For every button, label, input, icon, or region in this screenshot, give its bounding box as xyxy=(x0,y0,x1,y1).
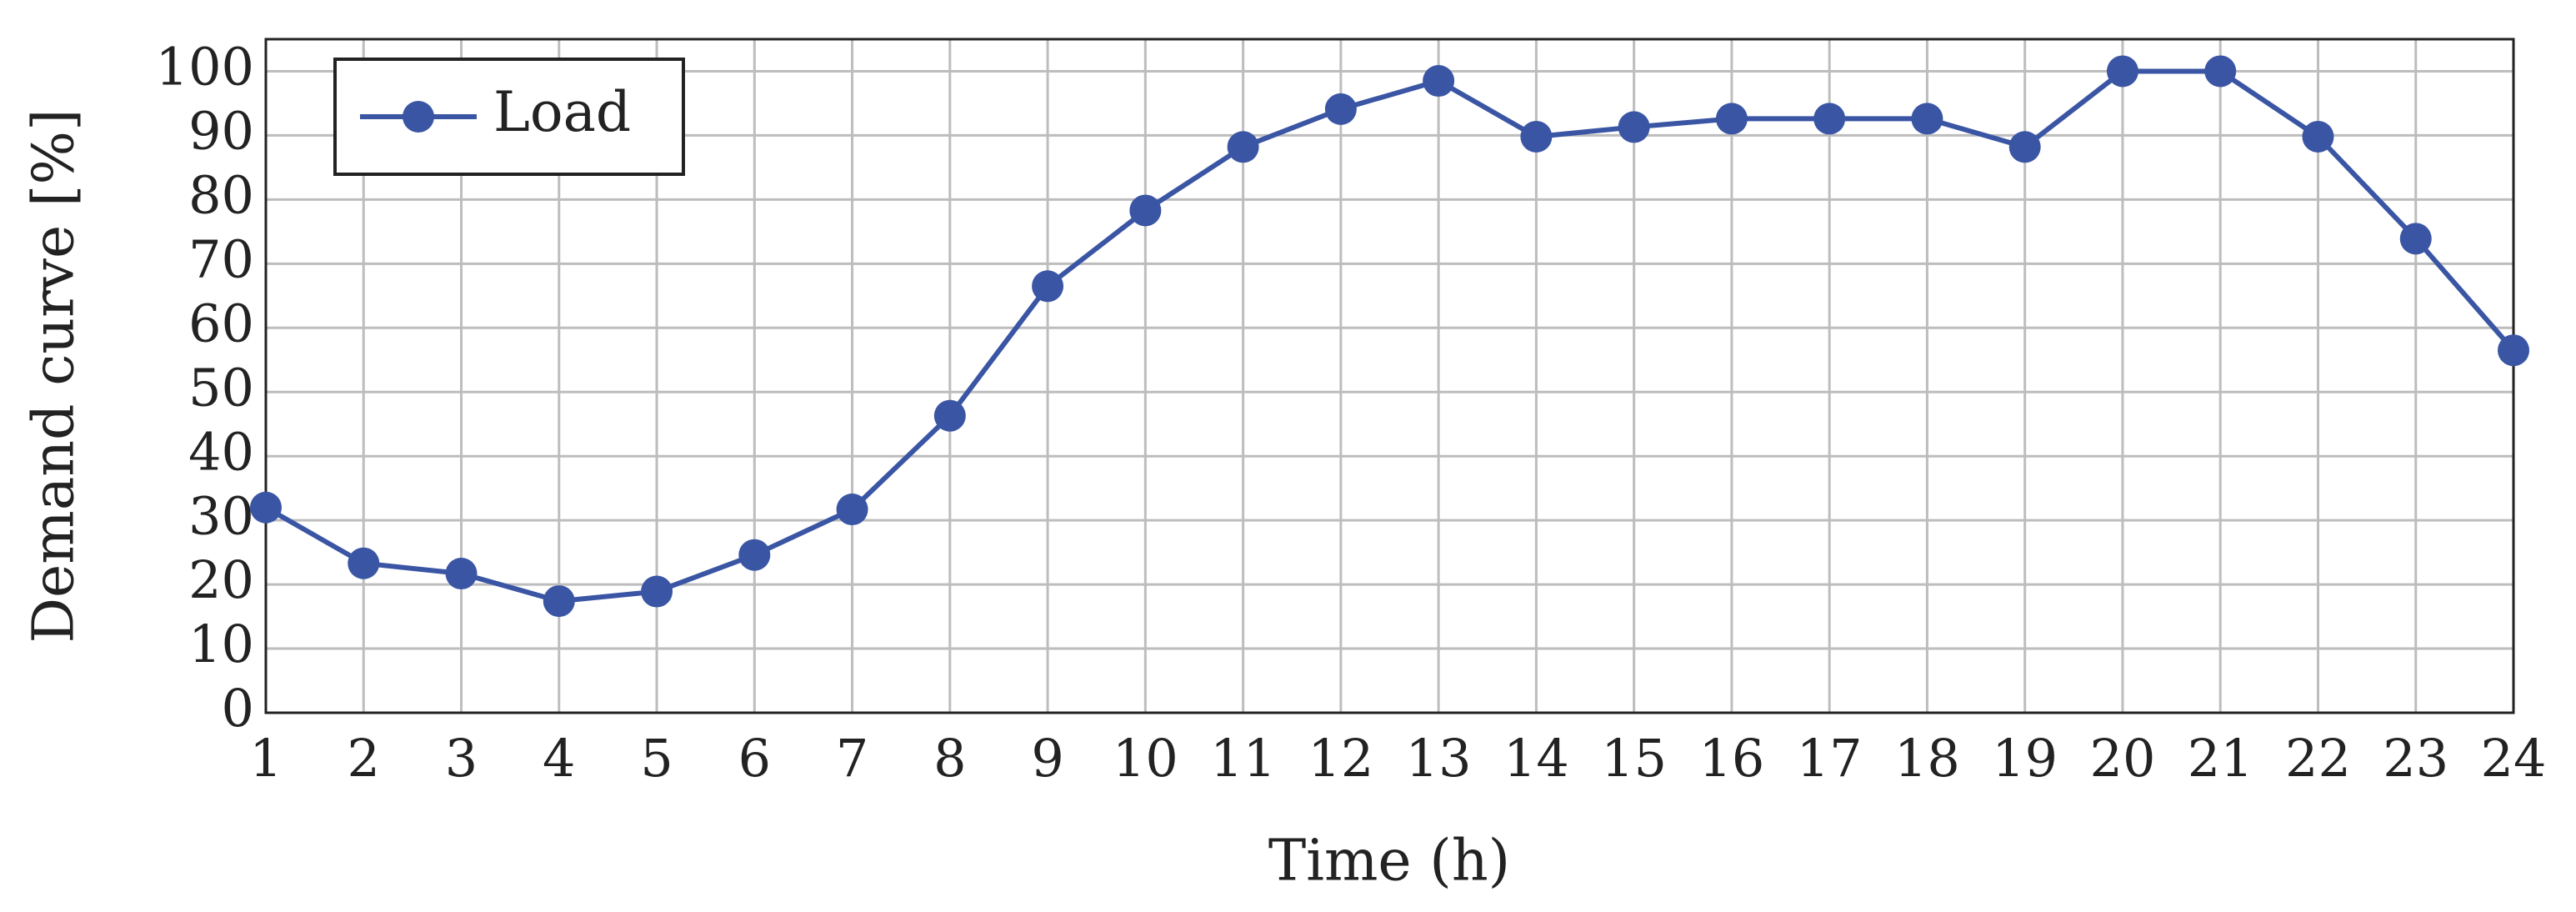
x-tick-label: 9 xyxy=(1031,728,1063,789)
marker xyxy=(1715,103,1748,135)
x-tick-label: 6 xyxy=(738,728,771,789)
y-tick-label: 20 xyxy=(188,549,254,610)
marker xyxy=(2399,223,2432,255)
marker xyxy=(1813,103,1846,135)
marker xyxy=(1032,270,1064,303)
marker xyxy=(348,547,380,579)
marker xyxy=(543,585,575,618)
x-tick-label: 7 xyxy=(836,728,868,789)
legend-label: Load xyxy=(493,80,631,144)
marker xyxy=(2498,334,2529,367)
marker xyxy=(1129,194,1162,227)
marker xyxy=(836,494,868,526)
x-tick-label: 19 xyxy=(1992,728,2058,789)
x-tick-label: 17 xyxy=(1797,728,1863,789)
marker xyxy=(1423,65,1455,98)
marker xyxy=(1227,131,1259,163)
y-axis-label: Demand curve [%] xyxy=(22,108,88,643)
x-tick-label: 22 xyxy=(2285,728,2351,789)
x-tick-label: 2 xyxy=(348,728,380,789)
x-tick-label: 15 xyxy=(1601,728,1667,789)
x-tick-label: 20 xyxy=(2090,728,2156,789)
marker xyxy=(2302,120,2334,153)
y-tick-label: 10 xyxy=(188,614,254,674)
marker xyxy=(1618,111,1650,143)
marker xyxy=(2204,55,2237,88)
x-tick-label: 3 xyxy=(445,728,478,789)
x-tick-label: 4 xyxy=(543,728,575,789)
marker xyxy=(250,491,282,524)
x-tick-label: 5 xyxy=(640,728,673,789)
x-tick-label: 1 xyxy=(249,728,282,789)
y-tick-label: 0 xyxy=(222,678,254,739)
x-tick-label: 18 xyxy=(1894,728,1960,789)
y-tick-label: 30 xyxy=(188,485,254,546)
x-tick-label: 10 xyxy=(1113,728,1178,789)
y-tick-label: 50 xyxy=(188,357,254,418)
y-tick-label: 90 xyxy=(188,101,254,162)
x-tick-label: 16 xyxy=(1698,728,1764,789)
line xyxy=(264,68,2516,604)
marker xyxy=(445,558,478,590)
y-tick-label: 60 xyxy=(188,293,254,353)
y-tick-label: 80 xyxy=(188,164,254,225)
x-tick-label: 8 xyxy=(933,728,966,789)
x-tick-label: 14 xyxy=(1503,728,1569,789)
marker xyxy=(933,399,966,432)
x-tick-label: 13 xyxy=(1406,728,1472,789)
y-tick-label: 100 xyxy=(156,37,254,98)
marker xyxy=(1324,93,1357,125)
marker xyxy=(1911,103,1943,135)
marker xyxy=(1520,120,1553,153)
marker xyxy=(2106,55,2138,88)
x-tick-label: 12 xyxy=(1308,728,1373,789)
marker xyxy=(738,539,771,571)
legend-marker xyxy=(403,101,434,133)
plot-frame xyxy=(264,38,2515,714)
x-axis-label: Time (h) xyxy=(1268,829,1510,894)
y-tick-label: 40 xyxy=(188,421,254,482)
x-tick-label: 24 xyxy=(2481,728,2547,789)
x-tick-label: 23 xyxy=(2383,728,2448,789)
marker xyxy=(2008,131,2041,163)
x-tick-label: 11 xyxy=(1210,728,1276,789)
x-tick-label: 21 xyxy=(2188,728,2253,789)
marker xyxy=(641,575,673,608)
y-tick-label: 70 xyxy=(188,228,254,289)
